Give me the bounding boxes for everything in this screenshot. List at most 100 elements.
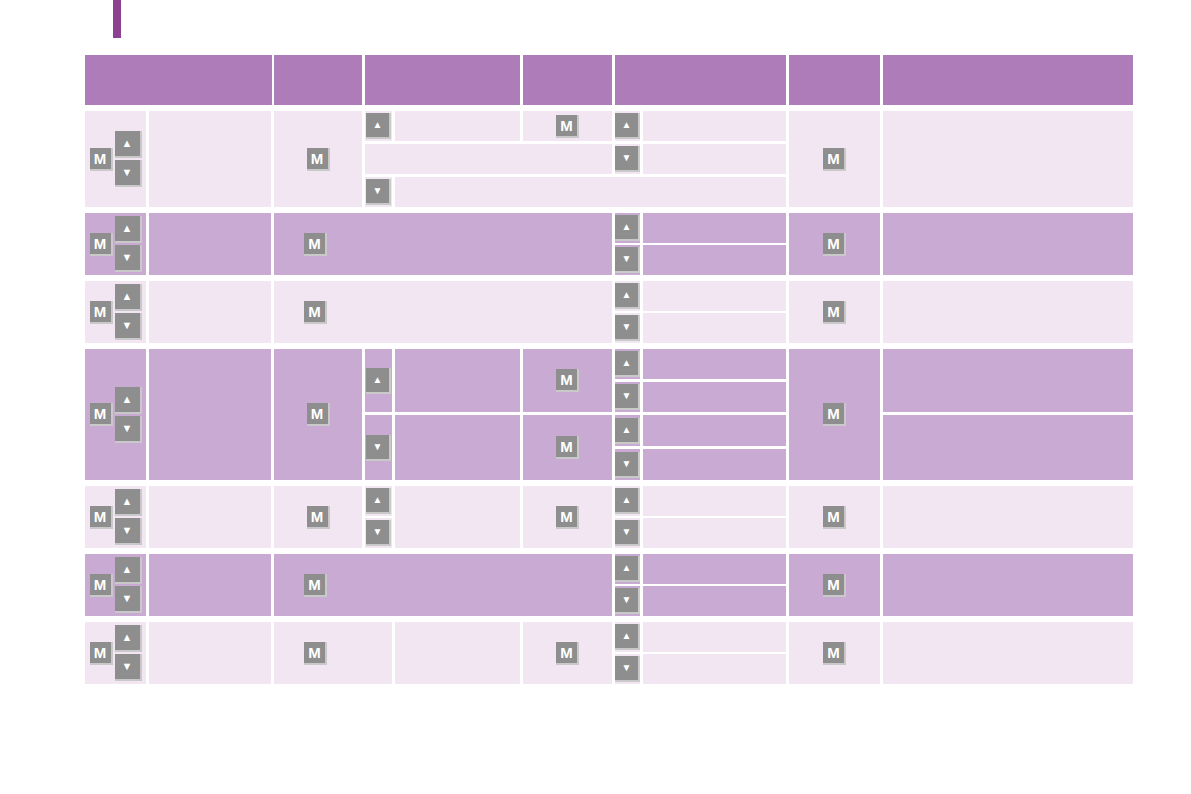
menu-key-icon[interactable]: M [307, 403, 330, 426]
down-arrow-key-icon[interactable]: ▼ [115, 160, 142, 187]
arrow-cell: ▼ [615, 382, 640, 412]
up-arrow-key-icon[interactable]: ▲ [615, 556, 640, 582]
menu-cell: M [523, 349, 612, 412]
up-arrow-key-icon[interactable]: ▲ [615, 418, 640, 444]
menu-key-icon[interactable]: M [304, 233, 327, 256]
up-arrow-key-icon[interactable]: ▲ [615, 351, 640, 377]
label-cell [149, 622, 271, 684]
menu-key-icon[interactable]: M [90, 233, 113, 256]
up-arrow-key-icon[interactable]: ▲ [615, 215, 640, 241]
menu-cell: M [523, 415, 612, 480]
menu-cell: M [274, 349, 362, 480]
menu-cell: M [789, 486, 880, 548]
row-keys-cell: M ▲ ▼ [85, 486, 146, 548]
up-arrow-key-icon[interactable]: ▲ [115, 557, 142, 584]
menu-key-icon[interactable]: M [90, 148, 113, 171]
down-arrow-key-icon[interactable]: ▼ [615, 452, 640, 478]
header-cell-3 [365, 55, 520, 105]
value-cell [643, 245, 786, 275]
down-arrow-key-icon[interactable]: ▼ [615, 656, 640, 682]
menu-key-icon[interactable]: M [304, 642, 327, 665]
value-cell [643, 518, 786, 548]
value-cell [395, 349, 520, 412]
menu-key-icon[interactable]: M [304, 301, 327, 324]
down-arrow-key-icon[interactable]: ▼ [615, 588, 640, 614]
menu-key-icon[interactable]: M [556, 369, 579, 392]
menu-key-icon[interactable]: M [307, 506, 330, 529]
description-cell [883, 281, 1133, 343]
down-arrow-key-icon[interactable]: ▼ [615, 315, 640, 341]
menu-key-icon[interactable]: M [823, 233, 846, 256]
row-keys-cell: M ▲ ▼ [85, 281, 146, 343]
up-arrow-key-icon[interactable]: ▲ [615, 283, 640, 309]
menu-key-icon[interactable]: M [823, 301, 846, 324]
up-arrow-key-icon[interactable]: ▲ [115, 387, 142, 414]
row-keys-cell: M ▲ ▼ [85, 349, 146, 480]
down-arrow-key-icon[interactable]: ▼ [115, 518, 142, 545]
menu-cell: M [789, 213, 880, 275]
description-cell [883, 111, 1133, 207]
menu-key-icon[interactable]: M [90, 574, 113, 597]
menu-key-icon[interactable]: M [90, 506, 113, 529]
value-cell [643, 622, 786, 652]
up-arrow-key-icon[interactable]: ▲ [115, 625, 142, 652]
menu-cell: M [789, 622, 880, 684]
menu-key-icon[interactable]: M [823, 403, 846, 426]
menu-key-icon[interactable]: M [823, 642, 846, 665]
menu-key-icon[interactable]: M [307, 148, 330, 171]
menu-key-icon[interactable]: M [90, 642, 113, 665]
menu-key-icon[interactable]: M [556, 506, 579, 529]
header-cell-2 [274, 55, 362, 105]
menu-key-icon[interactable]: M [823, 148, 846, 171]
down-arrow-key-icon[interactable]: ▼ [615, 520, 640, 546]
up-arrow-key-icon[interactable]: ▲ [115, 216, 142, 243]
down-arrow-key-icon[interactable]: ▼ [366, 520, 391, 546]
up-arrow-key-icon[interactable]: ▲ [366, 113, 391, 139]
up-arrow-key-icon[interactable]: ▲ [115, 489, 142, 516]
value-cell [643, 586, 786, 616]
arrow-key-stack: ▲ ▼ [115, 216, 142, 272]
down-arrow-key-icon[interactable]: ▼ [115, 416, 142, 443]
menu-key-icon[interactable]: M [556, 436, 579, 459]
description-cell [883, 486, 1133, 548]
label-cell [149, 554, 271, 616]
page-accent-bar [113, 0, 121, 38]
description-cell [883, 622, 1133, 684]
menu-key-icon[interactable]: M [90, 403, 113, 426]
up-arrow-key-icon[interactable]: ▲ [366, 488, 391, 514]
down-arrow-key-icon[interactable]: ▼ [115, 654, 142, 681]
arrow-key-stack: ▲ ▼ [115, 625, 142, 681]
menu-key-icon[interactable]: M [304, 574, 327, 597]
down-arrow-key-icon[interactable]: ▼ [115, 586, 142, 613]
row-keys-cell: M ▲ ▼ [85, 111, 146, 207]
down-arrow-key-icon[interactable]: ▼ [615, 247, 640, 273]
up-arrow-key-icon[interactable]: ▲ [115, 284, 142, 311]
menu-cell: M [523, 622, 612, 684]
description-cell [883, 349, 1133, 412]
header-cell-1 [85, 55, 272, 105]
up-arrow-key-icon[interactable]: ▲ [615, 488, 640, 514]
menu-cell: M [789, 349, 880, 480]
menu-cell: M [789, 111, 880, 207]
up-arrow-key-icon[interactable]: ▲ [615, 624, 640, 650]
label-cell [149, 111, 271, 207]
menu-key-icon[interactable]: M [90, 301, 113, 324]
arrow-key-stack: ▲ ▼ [115, 387, 142, 443]
menu-cell: M [789, 554, 880, 616]
header-cell-5 [615, 55, 786, 105]
down-arrow-key-icon[interactable]: ▼ [615, 384, 640, 410]
down-arrow-key-icon[interactable]: ▼ [615, 146, 640, 172]
up-arrow-key-icon[interactable]: ▲ [366, 368, 391, 394]
up-arrow-key-icon[interactable]: ▲ [615, 113, 640, 139]
arrow-cell: ▼ [615, 518, 640, 548]
up-arrow-key-icon[interactable]: ▲ [115, 131, 142, 158]
down-arrow-key-icon[interactable]: ▼ [115, 313, 142, 340]
menu-key-icon[interactable]: M [556, 115, 579, 138]
down-arrow-key-icon[interactable]: ▼ [366, 435, 391, 461]
menu-key-icon[interactable]: M [823, 574, 846, 597]
arrow-cell: ▲ [615, 349, 640, 379]
menu-key-icon[interactable]: M [556, 642, 579, 665]
menu-key-icon[interactable]: M [823, 506, 846, 529]
down-arrow-key-icon[interactable]: ▼ [366, 179, 391, 205]
down-arrow-key-icon[interactable]: ▼ [115, 245, 142, 272]
